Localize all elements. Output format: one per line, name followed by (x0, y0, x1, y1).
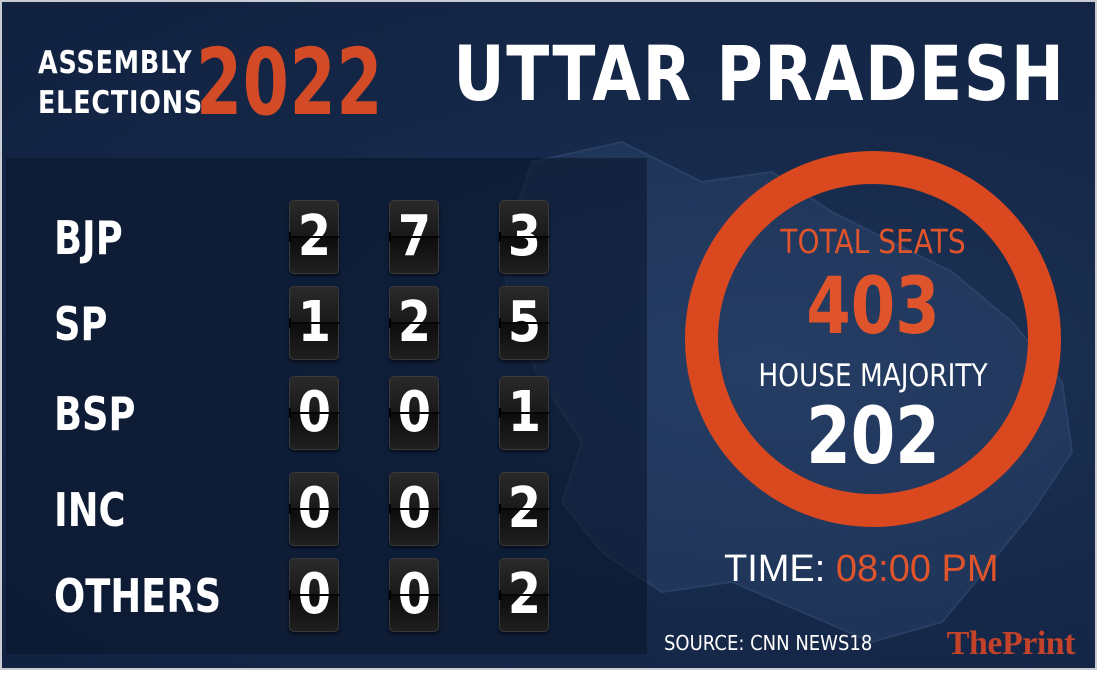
seat-digit-hundreds: 0 (289, 558, 339, 632)
header-words: ASSEMBLY ELECTIONS (38, 43, 203, 123)
seat-digit-tens: 7 (389, 200, 439, 274)
seat-digit-hundreds: 1 (289, 286, 339, 360)
house-majority-value: 202 (806, 392, 940, 482)
theprint-logo: ThePrint (946, 625, 1076, 662)
party-name: INC (54, 483, 126, 537)
header-year: 2022 (196, 29, 384, 136)
total-seats-label: TOTAL SEATS (780, 222, 966, 261)
party-row-bjp: BJP 2 7 3 (2, 200, 642, 276)
seat-digit-hundreds: 0 (289, 472, 339, 546)
seat-digit-ones: 1 (499, 376, 549, 450)
party-row-others: OTHERS 0 0 2 (2, 558, 642, 634)
seat-digit-tens: 0 (389, 558, 439, 632)
seat-digit-hundreds: 0 (289, 376, 339, 450)
header-line-1: ASSEMBLY (38, 45, 193, 81)
seat-digit-tens: 0 (389, 472, 439, 546)
party-name: SP (54, 297, 108, 351)
seat-digit-ones: 2 (499, 472, 549, 546)
party-row-inc: INC 0 0 2 (2, 472, 642, 548)
party-name: BJP (54, 211, 123, 265)
seat-digit-hundreds: 2 (289, 200, 339, 274)
header-left: ASSEMBLY ELECTIONS 2022 (38, 29, 456, 136)
party-name: BSP (54, 387, 136, 441)
header-line-2: ELECTIONS (38, 85, 203, 121)
party-row-bsp: BSP 0 0 1 (2, 376, 642, 452)
party-name: OTHERS (54, 569, 222, 623)
source-credit: SOURCE: CNN NEWS18 (664, 631, 873, 655)
seat-digit-tens: 0 (389, 376, 439, 450)
state-title: UTTAR PRADESH (452, 29, 1065, 118)
total-seats-value: 403 (806, 262, 940, 352)
time-label: TIME: (724, 548, 826, 590)
house-majority-label: HOUSE MAJORITY (758, 358, 988, 394)
seat-digit-ones: 5 (499, 286, 549, 360)
party-row-sp: SP 1 2 5 (2, 286, 642, 362)
seat-digit-tens: 2 (389, 286, 439, 360)
time-value: 08:00 PM (835, 548, 999, 590)
time-line: TIME: 08:00 PM (724, 546, 999, 592)
seat-digit-ones: 2 (499, 558, 549, 632)
seat-digit-ones: 3 (499, 200, 549, 274)
